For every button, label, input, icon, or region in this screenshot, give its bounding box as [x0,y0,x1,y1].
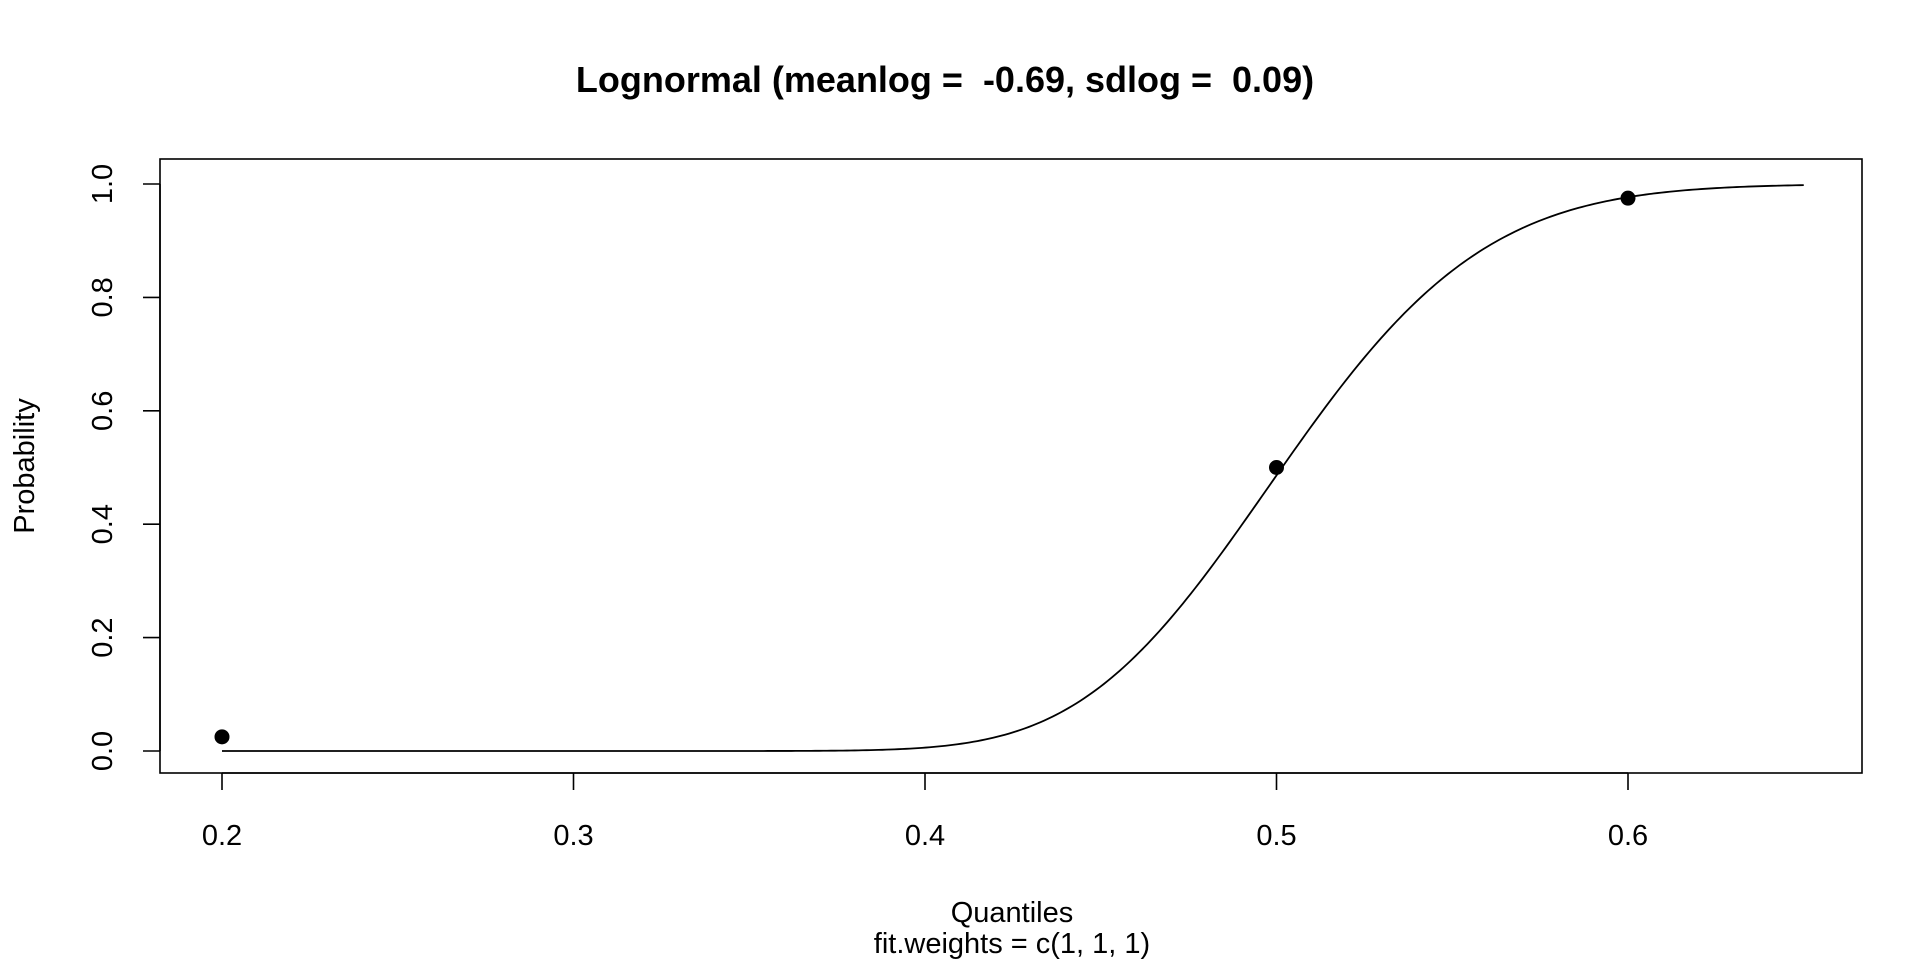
data-point [1269,460,1284,475]
x-tick-label: 0.2 [202,820,242,852]
x-axis: 0.2 0.3 0.4 0.5 0.6 [202,772,1648,852]
y-axis-label: Probability [9,398,41,534]
data-point [214,729,230,745]
x-tick-label: 0.3 [553,820,593,852]
y-tick-label: 1.0 [87,164,119,204]
x-tick-label: 0.5 [1256,820,1296,852]
y-tick-label: 0.8 [87,277,119,317]
chart-title: Lognormal (meanlog = -0.69, sdlog = 0.09… [576,59,1314,100]
x-axis-label: Quantiles [951,897,1074,929]
cdf-curve [222,184,1804,752]
y-tick-label: 0.6 [87,391,119,431]
y-tick-label: 0.2 [87,617,119,657]
quantile-points [214,190,1636,745]
x-axis-subtitle: fit.weights = c(1, 1, 1) [874,928,1150,960]
y-tick-label: 0.4 [87,504,119,544]
plot-frame [159,158,1863,774]
x-tick-label: 0.6 [1608,820,1648,852]
y-axis: 0.0 0.2 0.4 0.6 0.8 1.0 [87,164,161,771]
data-point [1620,190,1636,206]
x-tick-label: 0.4 [905,820,945,852]
y-tick-label: 0.0 [87,731,119,771]
